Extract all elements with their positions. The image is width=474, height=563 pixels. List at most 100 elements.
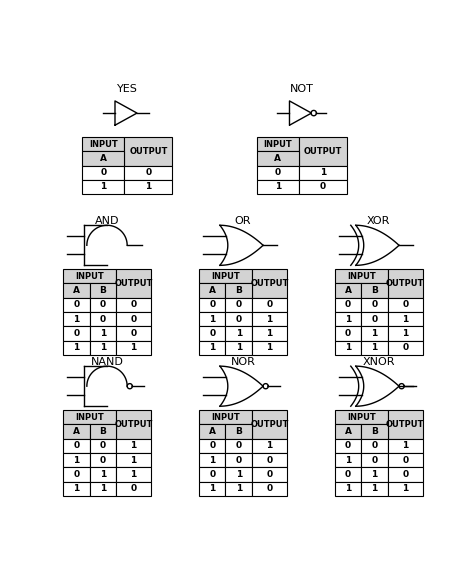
Text: 1: 1 bbox=[236, 484, 242, 493]
Text: 1: 1 bbox=[209, 484, 215, 493]
Text: A: A bbox=[73, 286, 80, 295]
Bar bbox=[335, 425, 361, 439]
Text: B: B bbox=[235, 286, 242, 295]
Text: 1: 1 bbox=[130, 441, 137, 450]
Bar bbox=[335, 453, 361, 467]
Bar bbox=[199, 425, 226, 439]
Text: NAND: NAND bbox=[91, 358, 123, 367]
Bar bbox=[388, 467, 423, 481]
Bar bbox=[199, 410, 252, 425]
Bar bbox=[226, 467, 252, 481]
Text: 1: 1 bbox=[319, 168, 326, 177]
Text: 1: 1 bbox=[372, 343, 378, 352]
Bar bbox=[335, 283, 361, 298]
Text: 0: 0 bbox=[236, 455, 242, 464]
Bar bbox=[252, 439, 287, 453]
Text: 0: 0 bbox=[236, 301, 242, 310]
Text: A: A bbox=[100, 154, 107, 163]
Bar bbox=[199, 283, 226, 298]
Text: OUTPUT: OUTPUT bbox=[304, 147, 342, 156]
Bar bbox=[125, 180, 172, 194]
Text: 1: 1 bbox=[372, 484, 378, 493]
Bar bbox=[199, 269, 252, 283]
Bar bbox=[388, 298, 423, 312]
Bar bbox=[199, 327, 226, 341]
Text: 0: 0 bbox=[130, 329, 137, 338]
Bar bbox=[226, 298, 252, 312]
Bar bbox=[335, 312, 361, 327]
Text: 0: 0 bbox=[345, 470, 351, 479]
Text: 1: 1 bbox=[236, 470, 242, 479]
Bar bbox=[335, 341, 361, 355]
Text: 1: 1 bbox=[402, 315, 409, 324]
Text: OUTPUT: OUTPUT bbox=[129, 147, 167, 156]
Text: 1: 1 bbox=[209, 343, 215, 352]
Text: 0: 0 bbox=[345, 329, 351, 338]
Text: 0: 0 bbox=[209, 470, 215, 479]
Text: 1: 1 bbox=[209, 315, 215, 324]
Bar bbox=[335, 467, 361, 481]
Bar bbox=[199, 467, 226, 481]
Bar bbox=[63, 341, 90, 355]
Text: 1: 1 bbox=[266, 329, 273, 338]
Bar bbox=[361, 425, 388, 439]
Text: 1: 1 bbox=[73, 315, 80, 324]
Bar bbox=[361, 283, 388, 298]
Text: 1: 1 bbox=[130, 455, 137, 464]
Text: INPUT: INPUT bbox=[347, 413, 376, 422]
Bar bbox=[63, 327, 90, 341]
Text: A: A bbox=[209, 427, 216, 436]
Bar bbox=[63, 467, 90, 481]
Text: 0: 0 bbox=[100, 455, 106, 464]
Bar bbox=[82, 166, 125, 180]
Text: INPUT: INPUT bbox=[89, 140, 118, 149]
Text: B: B bbox=[235, 427, 242, 436]
Text: 0: 0 bbox=[372, 315, 378, 324]
Bar bbox=[90, 341, 116, 355]
Bar bbox=[90, 298, 116, 312]
Bar bbox=[252, 453, 287, 467]
Text: INPUT: INPUT bbox=[211, 272, 240, 281]
Bar bbox=[361, 298, 388, 312]
Bar bbox=[361, 341, 388, 355]
Bar bbox=[63, 410, 116, 425]
Text: NOR: NOR bbox=[230, 358, 255, 367]
Bar bbox=[116, 312, 151, 327]
Bar bbox=[226, 312, 252, 327]
Bar bbox=[63, 298, 90, 312]
Bar bbox=[257, 166, 299, 180]
Bar bbox=[199, 341, 226, 355]
Text: 0: 0 bbox=[209, 301, 215, 310]
Bar bbox=[199, 298, 226, 312]
Bar bbox=[116, 341, 151, 355]
Bar bbox=[226, 341, 252, 355]
Bar bbox=[90, 467, 116, 481]
Text: INPUT: INPUT bbox=[264, 140, 292, 149]
Bar bbox=[361, 439, 388, 453]
Bar bbox=[252, 312, 287, 327]
Bar bbox=[252, 410, 287, 439]
Bar bbox=[90, 327, 116, 341]
Bar bbox=[361, 312, 388, 327]
Text: 0: 0 bbox=[73, 301, 79, 310]
Bar bbox=[226, 481, 252, 496]
Text: INPUT: INPUT bbox=[211, 413, 240, 422]
Bar bbox=[226, 327, 252, 341]
Text: B: B bbox=[100, 427, 106, 436]
Text: 1: 1 bbox=[275, 182, 281, 191]
Bar bbox=[199, 481, 226, 496]
Bar bbox=[388, 312, 423, 327]
Bar bbox=[252, 467, 287, 481]
Bar bbox=[90, 312, 116, 327]
Text: INPUT: INPUT bbox=[75, 413, 104, 422]
Text: 0: 0 bbox=[372, 301, 378, 310]
Text: 0: 0 bbox=[100, 168, 106, 177]
Text: 0: 0 bbox=[402, 343, 409, 352]
Text: 0: 0 bbox=[275, 168, 281, 177]
Text: 0: 0 bbox=[73, 329, 79, 338]
Text: 1: 1 bbox=[100, 484, 106, 493]
Text: B: B bbox=[371, 286, 378, 295]
Text: YES: YES bbox=[117, 84, 137, 94]
Bar bbox=[116, 453, 151, 467]
Bar bbox=[388, 269, 423, 298]
